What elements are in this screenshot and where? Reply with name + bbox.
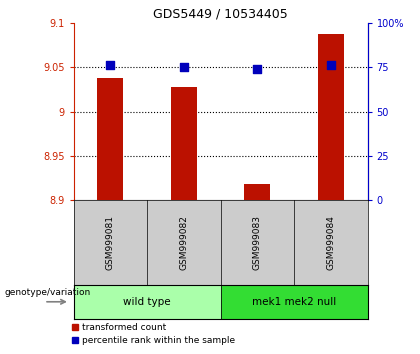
Point bbox=[107, 63, 113, 68]
Point bbox=[181, 64, 187, 70]
Bar bbox=[220, 285, 368, 319]
Legend: transformed count, percentile rank within the sample: transformed count, percentile rank withi… bbox=[73, 323, 235, 345]
Point bbox=[328, 63, 334, 68]
Text: GSM999084: GSM999084 bbox=[326, 215, 335, 270]
Text: genotype/variation: genotype/variation bbox=[4, 287, 90, 297]
Text: GSM999081: GSM999081 bbox=[106, 215, 115, 270]
Text: GSM999083: GSM999083 bbox=[253, 215, 262, 270]
Bar bbox=[97, 78, 123, 200]
Text: wild type: wild type bbox=[123, 297, 171, 307]
Title: GDS5449 / 10534405: GDS5449 / 10534405 bbox=[153, 7, 288, 21]
Bar bbox=[171, 87, 197, 200]
Bar bbox=[318, 34, 344, 200]
Point bbox=[254, 66, 260, 72]
Text: GSM999082: GSM999082 bbox=[179, 215, 188, 270]
Bar bbox=[74, 285, 220, 319]
Text: mek1 mek2 null: mek1 mek2 null bbox=[252, 297, 336, 307]
Bar bbox=[244, 184, 270, 200]
